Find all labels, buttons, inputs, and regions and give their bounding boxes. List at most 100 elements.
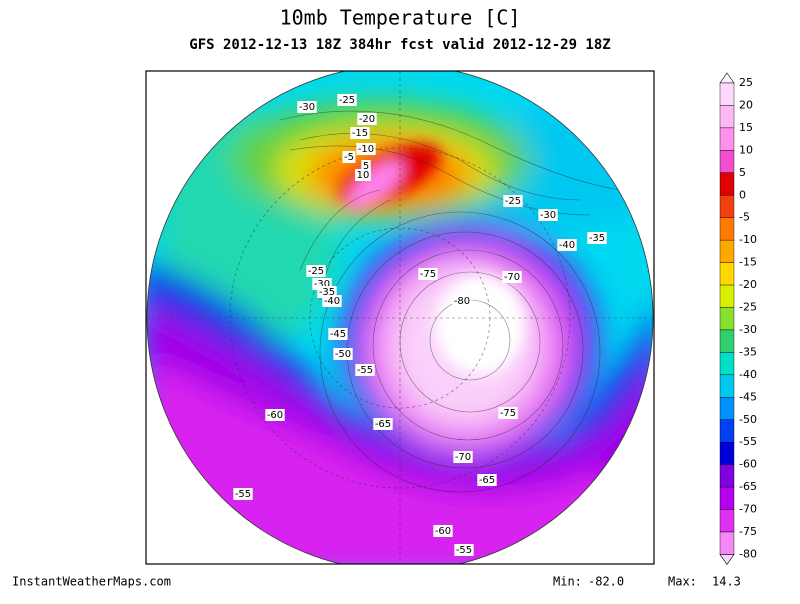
contour-label-box <box>356 143 376 155</box>
contour-label-text: -75 <box>420 269 436 280</box>
contour-label-text: -30 <box>540 210 556 221</box>
contour-label-text: -65 <box>479 475 495 486</box>
contour-label-text: -75 <box>500 408 516 419</box>
colorbar-swatch <box>719 262 735 286</box>
contour-label: -25 <box>337 94 357 106</box>
contour-label-text: -60 <box>435 526 451 537</box>
contour-label-box <box>355 364 375 376</box>
contour-label-box <box>454 544 474 556</box>
contour-label-box <box>322 295 342 307</box>
colorbar-label: -50 <box>739 413 757 426</box>
contour-label: -10 <box>356 143 376 155</box>
colorbar-swatch <box>719 509 735 533</box>
colorbar-label: 0 <box>739 188 746 201</box>
contour-label-box <box>361 160 371 172</box>
colorbar-swatch <box>719 486 735 510</box>
contour-label: -55 <box>233 488 253 500</box>
contour-label-text: -30 <box>299 102 315 113</box>
colorbar-label: -35 <box>739 345 757 358</box>
contour-label-box <box>297 101 317 113</box>
colorbar-label: 20 <box>739 98 753 111</box>
contour-label-text: -60 <box>267 410 283 421</box>
contour-label-text: -40 <box>559 240 575 251</box>
contour-label: -75 <box>418 268 438 280</box>
contour-label-box <box>538 209 558 221</box>
contour-label: -25 <box>306 265 326 277</box>
colorbar-swatch <box>719 217 735 241</box>
contour-label-text: -10 <box>358 144 374 155</box>
contour-label-text: 5 <box>363 161 369 172</box>
contour-label-box <box>233 488 253 500</box>
contour-label: -70 <box>453 451 473 463</box>
contour-label-box <box>453 451 473 463</box>
contour-label-text: -55 <box>456 545 472 556</box>
contour-label: -30 <box>538 209 558 221</box>
contour-label-box <box>265 409 285 421</box>
contour-label-box <box>333 348 353 360</box>
colorbar-label: -60 <box>739 458 757 471</box>
contour-label: -40 <box>322 295 342 307</box>
contour-label-text: -65 <box>375 419 391 430</box>
contour-label-text: -35 <box>589 233 605 244</box>
contour-label-box <box>337 94 357 106</box>
colorbar-label: 15 <box>739 121 753 134</box>
colorbar-label: -15 <box>739 256 757 269</box>
contour-label-box <box>355 169 371 181</box>
contour-label: -35 <box>587 232 607 244</box>
contour-label: -45 <box>328 328 348 340</box>
contour-label-text: -55 <box>235 489 251 500</box>
contour-label-text: -70 <box>455 452 471 463</box>
contour-label-box <box>433 525 453 537</box>
contour-label: -70 <box>502 271 522 283</box>
contour-label-box <box>357 113 377 125</box>
map-frame <box>145 70 655 565</box>
contour-label-text: -55 <box>357 365 373 376</box>
contour-label: -30 <box>297 101 317 113</box>
contour-label-box <box>452 295 472 307</box>
contour-label: -55 <box>355 364 375 376</box>
colorbar-label: -70 <box>739 503 757 516</box>
contour-label: -15 <box>350 127 370 139</box>
colorbar-label: 5 <box>739 166 746 179</box>
colorbar-swatch <box>719 531 735 555</box>
contour-label-text: -25 <box>308 266 324 277</box>
contour-label-box <box>350 127 370 139</box>
contour-label-text: -45 <box>330 329 346 340</box>
map <box>146 71 654 564</box>
contour-label: -60 <box>265 409 285 421</box>
colorbar-arrow-bottom <box>719 554 735 565</box>
colorbar-label: 10 <box>739 143 753 156</box>
contour-label-box <box>418 268 438 280</box>
contour-label-text: -30 <box>314 279 330 290</box>
colorbar-swatch <box>719 150 735 174</box>
colorbar-swatch <box>719 442 735 465</box>
contour-label-text: -50 <box>335 349 351 360</box>
contour-label-box <box>502 271 522 283</box>
colorbar-label: -20 <box>739 278 757 291</box>
colorbar-swatch <box>719 397 735 420</box>
colorbar-label: -25 <box>739 301 757 314</box>
colorbar-swatch <box>719 352 735 376</box>
title: 10mb Temperature [C] <box>280 6 521 30</box>
max-label: Max: <box>668 575 697 589</box>
colorbar-label: -30 <box>739 323 757 336</box>
contour-label-box <box>306 265 326 277</box>
contour-label: -5 <box>342 151 356 163</box>
colorbar-swatch <box>719 329 735 353</box>
contour-label-text: -15 <box>352 128 368 139</box>
colorbar-label: -5 <box>739 211 750 224</box>
contour-label: -65 <box>477 474 497 486</box>
subtitle: GFS 2012-12-13 18Z 384hr fcst valid 2012… <box>189 37 610 53</box>
contour-label-text: -70 <box>504 272 520 283</box>
contour-label: -50 <box>333 348 353 360</box>
contour-label: 10 <box>355 169 371 181</box>
contour-label: -20 <box>357 113 377 125</box>
site-credit: InstantWeatherMaps.com <box>12 575 171 589</box>
colorbar-label: -75 <box>739 525 757 538</box>
colorbar-swatch <box>719 127 735 151</box>
contour-label: 5 <box>361 160 371 172</box>
colorbar-swatch <box>719 284 735 308</box>
contour-label: -40 <box>557 239 577 251</box>
colorbar-label: -10 <box>739 233 757 246</box>
